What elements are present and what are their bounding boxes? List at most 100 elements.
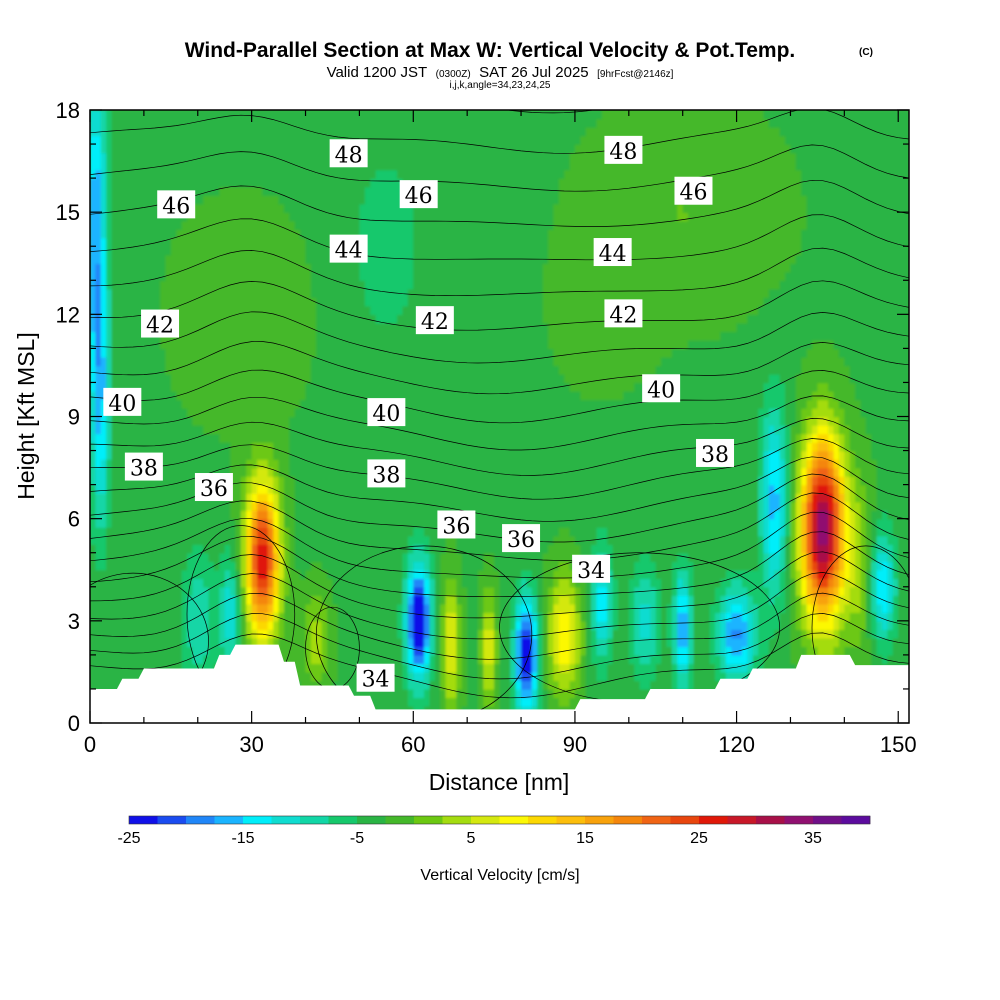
velocity-cell	[294, 271, 301, 281]
velocity-cell	[424, 339, 431, 350]
velocity-cell	[262, 527, 269, 537]
velocity-cell	[391, 697, 398, 707]
velocity-cell	[197, 135, 204, 145]
velocity-cell	[100, 382, 107, 392]
velocity-cell	[170, 390, 177, 401]
velocity-cell	[154, 510, 161, 520]
velocity-cell	[197, 663, 204, 673]
velocity-cell	[106, 646, 113, 656]
velocity-cell	[176, 322, 183, 333]
velocity-cell	[95, 569, 102, 579]
velocity-cell	[246, 237, 253, 247]
velocity-cell	[203, 229, 210, 239]
velocity-cell	[294, 416, 301, 426]
velocity-cell	[327, 407, 334, 418]
velocity-cell	[90, 135, 97, 145]
velocity-cell	[348, 518, 355, 528]
velocity-cell	[262, 169, 269, 179]
velocity-cell	[456, 314, 463, 324]
velocity-cell	[321, 212, 328, 222]
velocity-cell	[332, 110, 339, 120]
velocity-cell	[310, 118, 318, 128]
velocity-cell	[122, 322, 129, 333]
velocity-cell	[418, 680, 425, 690]
velocity-cell	[160, 339, 167, 350]
velocity-cell	[305, 399, 312, 409]
velocity-cell	[310, 246, 318, 256]
velocity-cell	[418, 544, 425, 554]
velocity-cell	[111, 620, 118, 631]
velocity-cell	[407, 322, 414, 333]
velocity-cell	[397, 144, 404, 154]
velocity-cell	[445, 297, 452, 307]
velocity-cell	[213, 527, 221, 537]
velocity-cell	[456, 263, 463, 273]
velocity-cell	[380, 442, 388, 452]
velocity-cell	[289, 229, 296, 239]
velocity-cell	[359, 229, 366, 239]
velocity-cell	[359, 297, 366, 307]
velocity-cell	[451, 314, 458, 324]
velocity-cell	[133, 365, 140, 375]
velocity-cell	[100, 663, 107, 673]
velocity-cell	[122, 501, 129, 511]
velocity-cell	[160, 569, 167, 579]
velocity-cell	[240, 195, 247, 205]
velocity-cell	[397, 314, 404, 324]
velocity-cell	[375, 195, 382, 205]
chart-subtitle: Valid 1200 JST (0300Z) SAT 26 Jul 2025 […	[327, 64, 674, 81]
velocity-cell	[213, 390, 221, 401]
velocity-cell	[192, 544, 199, 554]
velocity-cell	[289, 467, 296, 477]
velocity-cell	[143, 195, 150, 205]
velocity-cell	[305, 135, 312, 145]
velocity-cell	[154, 425, 161, 435]
velocity-cell	[332, 339, 339, 350]
velocity-cell	[138, 603, 145, 614]
velocity-cell	[300, 203, 307, 213]
velocity-cell	[170, 586, 177, 596]
velocity-cell	[95, 135, 102, 145]
velocity-cell	[138, 561, 145, 571]
velocity-cell	[95, 280, 102, 290]
velocity-cell	[251, 433, 258, 443]
velocity-cell	[106, 297, 113, 307]
velocity-cell	[294, 501, 301, 511]
velocity-cell	[332, 203, 339, 213]
velocity-cell	[90, 467, 97, 477]
velocity-cell	[197, 510, 204, 520]
velocity-cell	[186, 348, 194, 358]
velocity-cell	[160, 476, 167, 486]
velocity-cell	[165, 237, 172, 247]
velocity-cell	[267, 407, 274, 418]
velocity-cell	[343, 603, 350, 614]
velocity-cell	[111, 348, 118, 358]
velocity-cell	[310, 382, 318, 392]
velocity-cell	[208, 646, 215, 656]
velocity-cell	[289, 535, 296, 545]
velocity-cell	[370, 697, 377, 707]
velocity-cell	[418, 297, 425, 307]
velocity-cell	[122, 561, 129, 571]
velocity-cell	[283, 135, 291, 145]
velocity-cell	[133, 425, 140, 435]
velocity-cell	[90, 390, 97, 401]
velocity-cell	[413, 450, 420, 460]
velocity-cell	[364, 595, 371, 605]
velocity-cell	[133, 416, 140, 426]
velocity-cell	[262, 365, 269, 375]
velocity-cell	[391, 348, 398, 358]
velocity-cell	[230, 459, 237, 469]
velocity-cell	[283, 646, 291, 656]
velocity-cell	[246, 305, 253, 316]
velocity-cell	[213, 586, 221, 596]
velocity-cell	[402, 127, 409, 137]
velocity-cell	[240, 527, 247, 537]
velocity-cell	[138, 390, 145, 401]
velocity-cell	[181, 501, 188, 511]
velocity-cell	[429, 637, 436, 648]
velocity-cell	[116, 118, 124, 128]
velocity-cell	[364, 280, 371, 290]
velocity-cell	[257, 127, 264, 137]
velocity-cell	[407, 671, 414, 682]
